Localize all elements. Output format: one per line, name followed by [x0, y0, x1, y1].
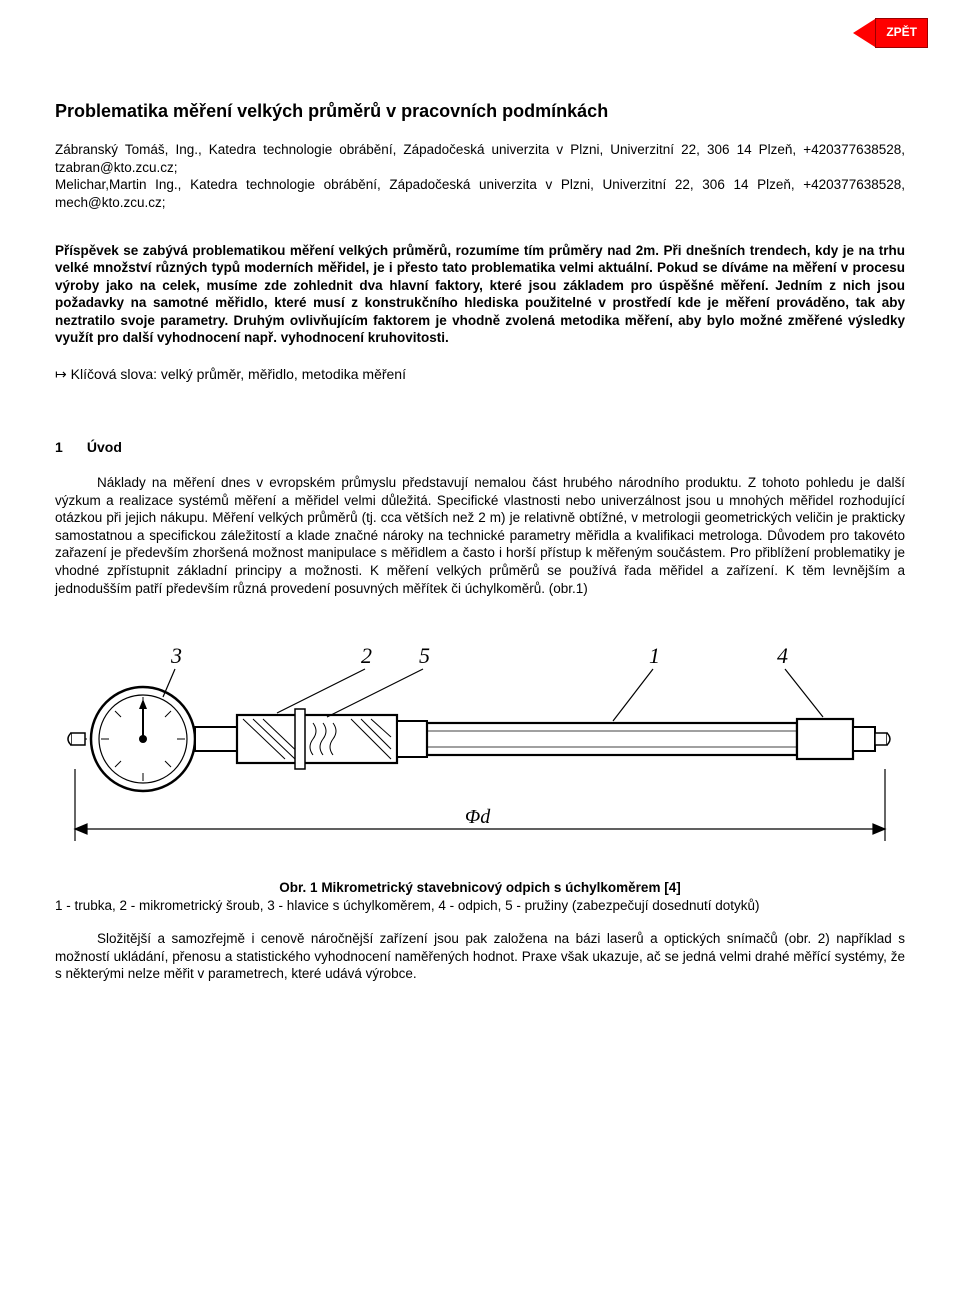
back-button[interactable]: ZPĚT	[853, 18, 928, 48]
figure-1-description: 1 - trubka, 2 - mikrometrický šroub, 3 -…	[55, 897, 905, 915]
back-button-label: ZPĚT	[875, 18, 928, 48]
figure-1-diagram: 3 2 5 1 4 Φd	[65, 609, 895, 869]
fig1-label-1: 1	[649, 643, 660, 668]
keywords-line: ↦ Klíčová slova: velký průměr, měřidlo, …	[55, 365, 905, 383]
intro-paragraph: Náklady na měření dnes v evropském průmy…	[55, 474, 905, 597]
page-title: Problematika měření velkých průměrů v pr…	[55, 100, 905, 123]
back-arrow-icon	[853, 19, 875, 47]
figure-1-caption: Obr. 1 Mikrometrický stavebnicový odpich…	[55, 879, 905, 897]
closing-paragraph: Složitější a samozřejmě i cenově náročně…	[55, 930, 905, 983]
section-number: 1	[55, 438, 83, 456]
authors-block: Zábranský Tomáš, Ing., Katedra technolog…	[55, 141, 905, 211]
abstract: Příspěvek se zabývá problematikou měření…	[55, 242, 905, 347]
fig1-label-5: 5	[419, 643, 430, 668]
section-heading-1: 1 Úvod	[55, 438, 905, 456]
fig1-label-2: 2	[361, 643, 372, 668]
figure-1: 3 2 5 1 4 Φd	[55, 609, 905, 869]
fig1-label-3: 3	[170, 643, 182, 668]
section-title: Úvod	[87, 439, 122, 455]
keywords-prefix: ↦ Klíčová slova:	[55, 366, 161, 382]
keywords-text: velký průměr, měřidlo, metodika měření	[161, 366, 406, 382]
fig1-dim-label: Φd	[465, 806, 491, 828]
fig1-label-4: 4	[777, 643, 788, 668]
